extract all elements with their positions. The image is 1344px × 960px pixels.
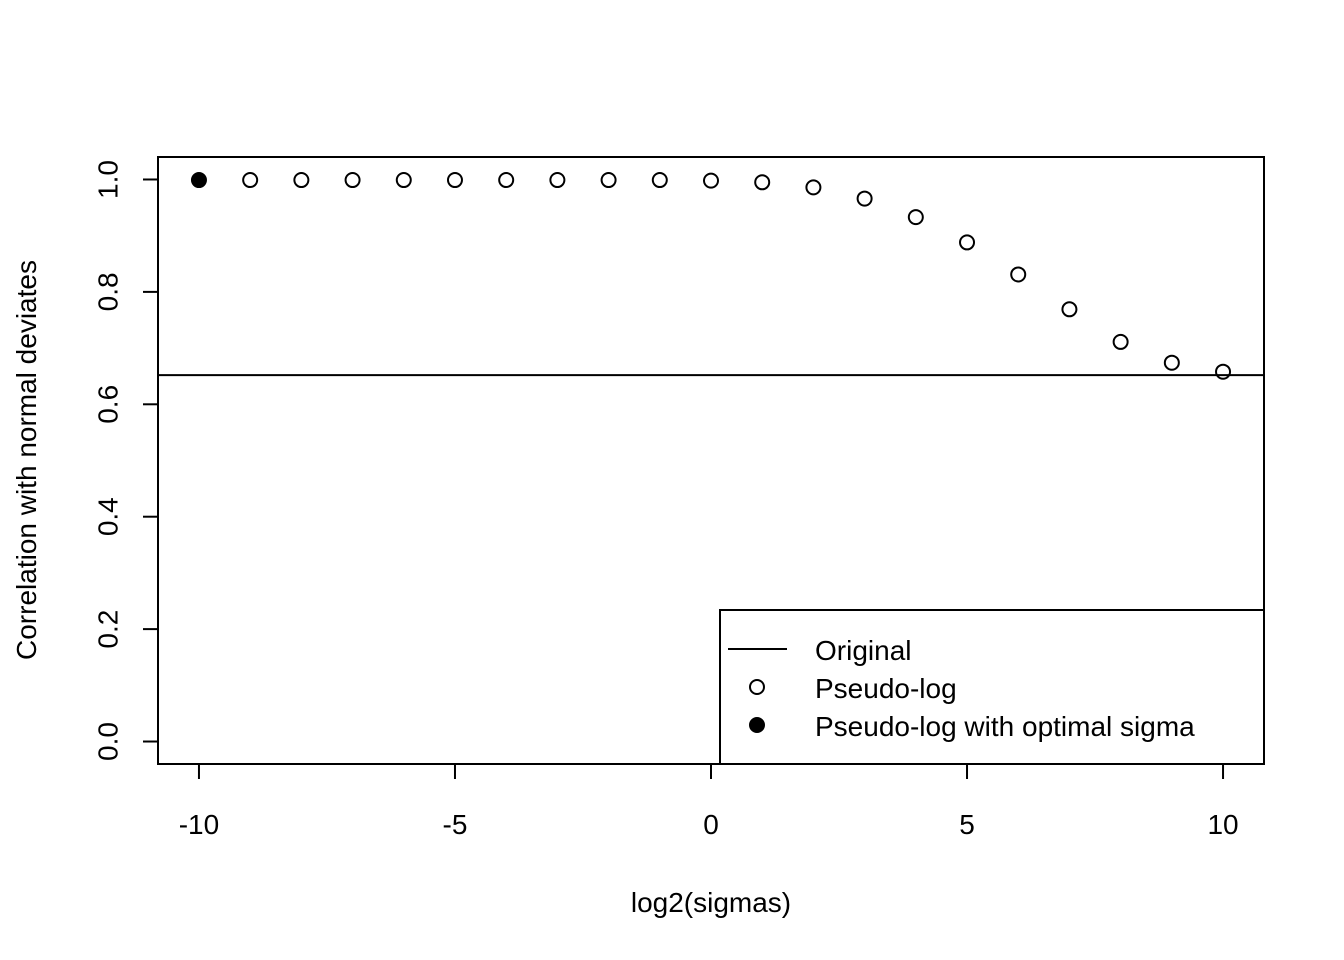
pseudo-log-point	[1061, 301, 1078, 318]
legend-open-circle-symbol	[749, 679, 765, 695]
legend-filled-circle-symbol	[749, 717, 765, 733]
pseudo-log-point	[446, 172, 463, 189]
pseudo-log-point	[959, 234, 976, 251]
legend: Original Pseudo-log Pseudo-log with opti…	[719, 609, 1265, 765]
x-tick-label: 5	[959, 809, 975, 840]
pseudo-log-point	[1010, 266, 1027, 283]
y-axis: 0.0 0.2 0.4 0.6 0.8 1.0	[92, 160, 159, 761]
pseudo-log-point	[344, 172, 361, 189]
pseudo-log-point	[242, 172, 259, 189]
y-tick-label: 0.2	[92, 610, 123, 649]
pseudo-log-point	[600, 172, 617, 189]
x-axis-title: log2(sigmas)	[631, 887, 791, 918]
legend-label-original: Original	[815, 635, 911, 666]
pseudo-log-point	[805, 179, 822, 196]
pseudo-log-point	[651, 172, 668, 189]
legend-label-optimal: Pseudo-log with optimal sigma	[815, 711, 1195, 742]
legend-box	[719, 609, 1265, 765]
optimal-sigma-point	[190, 172, 207, 189]
x-tick-label: -10	[179, 809, 219, 840]
pseudo-log-point	[703, 172, 719, 189]
pseudo-log-point	[395, 172, 412, 189]
x-tick-label: -5	[443, 809, 468, 840]
pseudo-log-point	[907, 209, 924, 226]
y-tick-label: 0.0	[92, 722, 123, 761]
y-tick-label: 0.6	[92, 385, 123, 424]
data-points	[190, 172, 1232, 380]
pseudo-log-point	[856, 190, 873, 207]
pseudo-log-point	[293, 172, 310, 189]
pseudo-log-point	[549, 172, 566, 189]
y-tick-label: 0.8	[92, 272, 123, 311]
x-axis: -10 -5 0 5 10	[179, 763, 1239, 840]
pseudo-log-point	[498, 172, 515, 189]
pseudo-log-point	[754, 174, 771, 191]
y-tick-label: 1.0	[92, 160, 123, 199]
x-tick-label: 10	[1207, 809, 1238, 840]
pseudo-log-point	[1215, 363, 1232, 380]
legend-label-pseudo-log: Pseudo-log	[815, 673, 957, 704]
y-tick-label: 0.4	[92, 497, 123, 536]
y-axis-title: Correlation with normal deviates	[11, 260, 42, 660]
pseudo-log-point	[1112, 333, 1129, 350]
x-tick-label: 0	[703, 809, 719, 840]
pseudo-log-point	[1163, 354, 1180, 371]
